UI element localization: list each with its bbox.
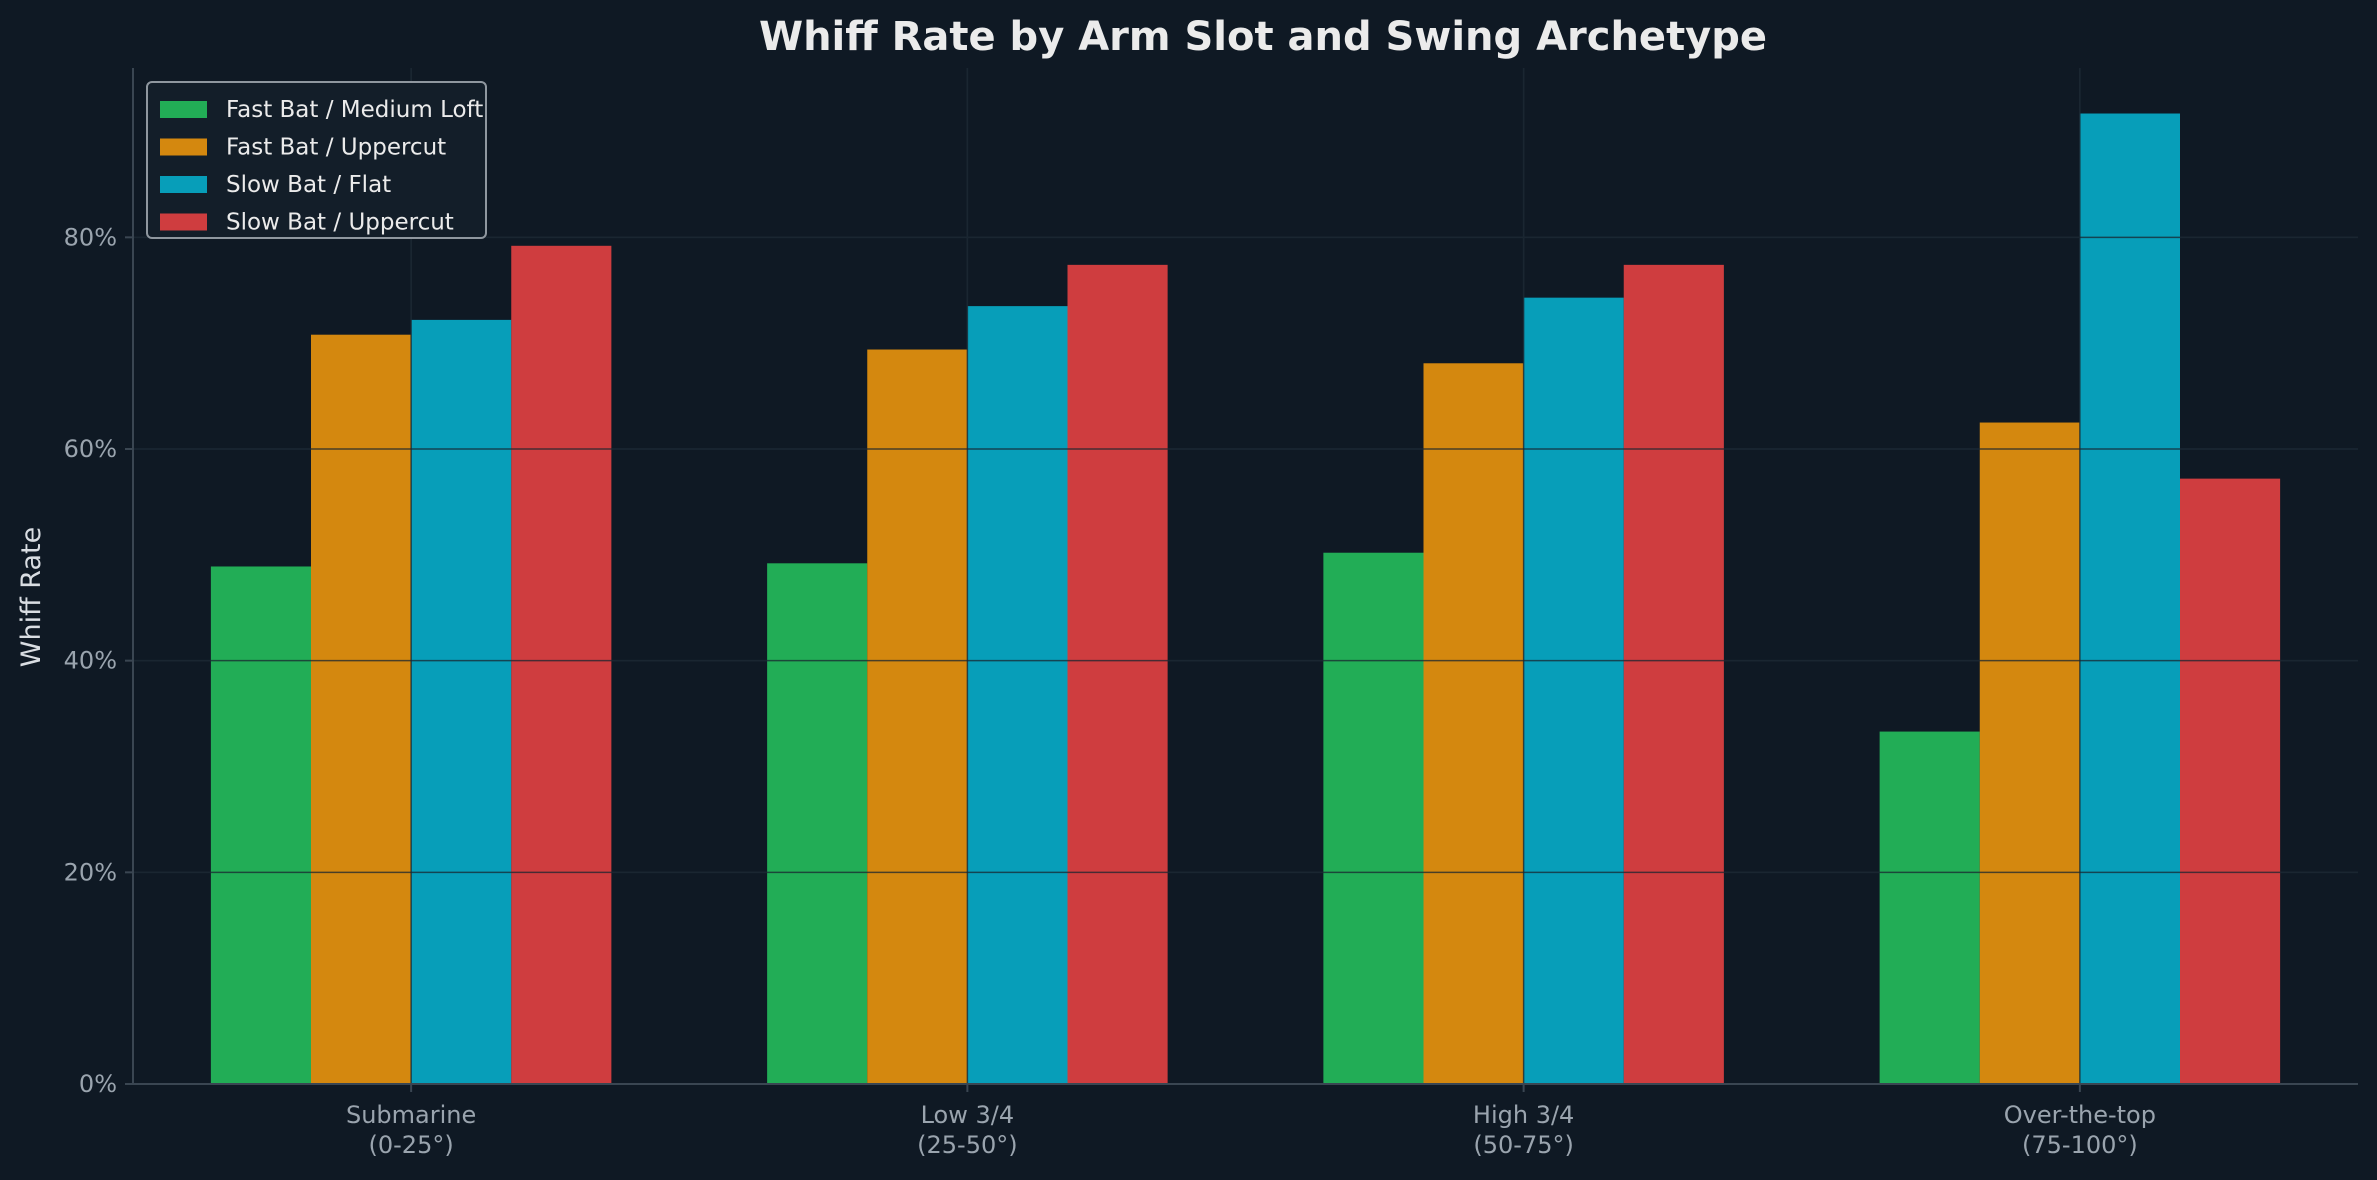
bar — [1879, 731, 1980, 1084]
y-tick-label: 0% — [79, 1070, 117, 1098]
x-tick-label-line: High 3/4 — [1473, 1101, 1574, 1129]
y-tick-label: 40% — [64, 647, 117, 675]
bar — [411, 319, 512, 1085]
legend-label: Fast Bat / Uppercut — [226, 135, 446, 161]
chart-title: Whiff Rate by Arm Slot and Swing Archety… — [759, 14, 1767, 60]
y-tick-label: 60% — [64, 435, 117, 463]
bar — [311, 334, 412, 1084]
tick-labels: 0% 20% 40% 60% 80% Submarine (0-25°) Low 3/4 (25… — [64, 223, 2156, 1159]
bars — [133, 68, 2358, 1085]
bar — [967, 306, 1068, 1084]
bar — [1423, 363, 1524, 1084]
bar — [1523, 297, 1624, 1084]
legend-label: Slow Bat / Flat — [226, 172, 391, 198]
legend-swatch — [160, 213, 207, 231]
y-tick-label: 20% — [64, 858, 117, 886]
bar — [1067, 264, 1168, 1085]
bar — [511, 245, 612, 1085]
bar — [767, 563, 868, 1084]
bar — [867, 349, 968, 1084]
x-tick-label-line: (25-50°) — [917, 1131, 1017, 1159]
bar — [1323, 552, 1424, 1084]
y-tick-label: 80% — [64, 223, 117, 251]
x-tick-label-line: (50-75°) — [1473, 1131, 1573, 1159]
bar — [2079, 113, 2180, 1085]
y-axis-label: Whiff Rate — [16, 527, 47, 667]
x-tick-label: Submarine (0-25°) — [346, 1101, 476, 1159]
legend-label: Fast Bat / Medium Loft — [226, 97, 483, 123]
x-tick-label-line: Submarine — [346, 1101, 476, 1129]
bar — [1979, 422, 2080, 1085]
legend-swatch — [160, 176, 207, 193]
bar — [1623, 264, 1724, 1085]
x-tick-label-line: Low 3/4 — [921, 1101, 1015, 1129]
bar — [2180, 478, 2281, 1085]
x-tick-label-line: Over-the-top — [2004, 1101, 2156, 1129]
x-tick-label: High 3/4 (50-75°) — [1473, 1101, 1574, 1159]
bar — [210, 566, 311, 1084]
x-tick-label-line: (0-25°) — [369, 1131, 454, 1159]
legend: Fast Bat / Medium Loft Fast Bat / Uppercu… — [146, 81, 487, 239]
legend-label: Slow Bat / Uppercut — [226, 210, 454, 236]
legend-swatch — [160, 101, 207, 118]
axes — [125, 68, 2358, 1092]
x-tick-label: Low 3/4 (25-50°) — [917, 1101, 1017, 1159]
x-tick-label-line: (75-100°) — [2022, 1131, 2138, 1159]
legend-box — [146, 81, 487, 239]
x-tick-label: Over-the-top (75-100°) — [2004, 1101, 2156, 1159]
legend-swatch — [160, 138, 207, 156]
